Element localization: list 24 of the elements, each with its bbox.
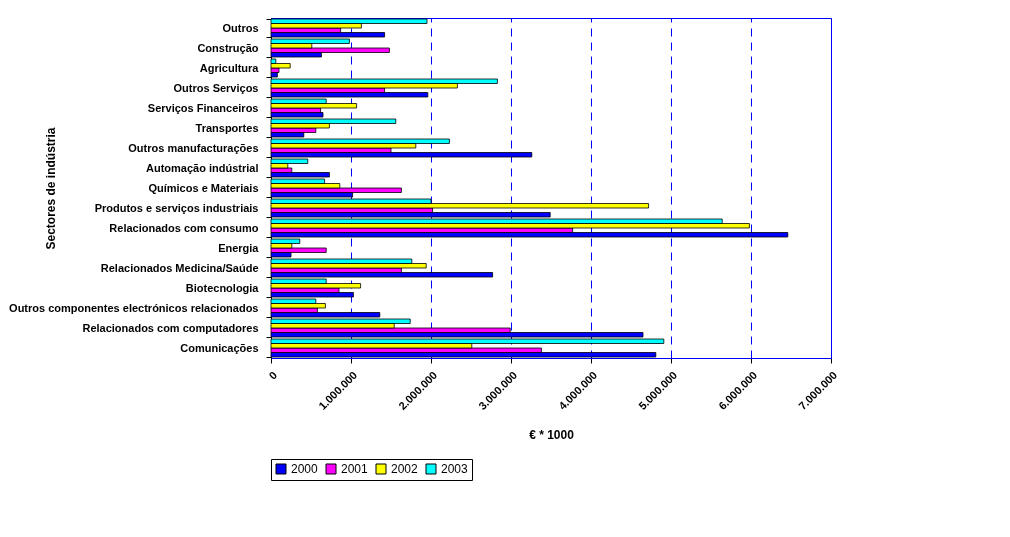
y-tick-label: Serviços Financeiros xyxy=(147,101,259,114)
y-tick-label: Energia xyxy=(218,241,260,254)
legend-label: 2002 xyxy=(391,462,419,476)
y-tick-label: Outros manufacturações xyxy=(128,141,259,154)
y-tick-label: Relacionados com consumo xyxy=(109,221,259,234)
x-tick-label: 0 xyxy=(266,368,280,382)
y-tick-label: Produtos e serviços industriais xyxy=(94,201,259,214)
y-tick-label: Automação indústrial xyxy=(146,161,259,174)
x-axis-title: € * 1000 xyxy=(529,427,575,442)
y-tick-label: Transportes xyxy=(195,121,259,134)
y-tick-label: Outros componentes electrónicos relacionados xyxy=(9,301,259,314)
legend-label: 2001 xyxy=(341,462,369,476)
legend-label: 2000 xyxy=(291,462,319,476)
y-tick-label: Construção xyxy=(197,41,259,54)
y-tick-label: Químicos e Materiais xyxy=(148,181,259,194)
y-tick-label: Comunicações xyxy=(180,341,259,354)
y-tick-label: Relacionados Medicina/Saúde xyxy=(100,261,259,274)
y-tick-label: Biotecnologia xyxy=(185,281,260,294)
y-tick-label: Relacionados com computadores xyxy=(82,321,259,334)
legend-label: 2003 xyxy=(441,462,469,476)
y-tick-label: Outros Serviços xyxy=(173,81,259,94)
y-axis-title: Sectores de indústria xyxy=(43,127,58,250)
y-tick-label: Agricultura xyxy=(199,61,260,74)
y-tick-label: Outros xyxy=(222,21,259,34)
